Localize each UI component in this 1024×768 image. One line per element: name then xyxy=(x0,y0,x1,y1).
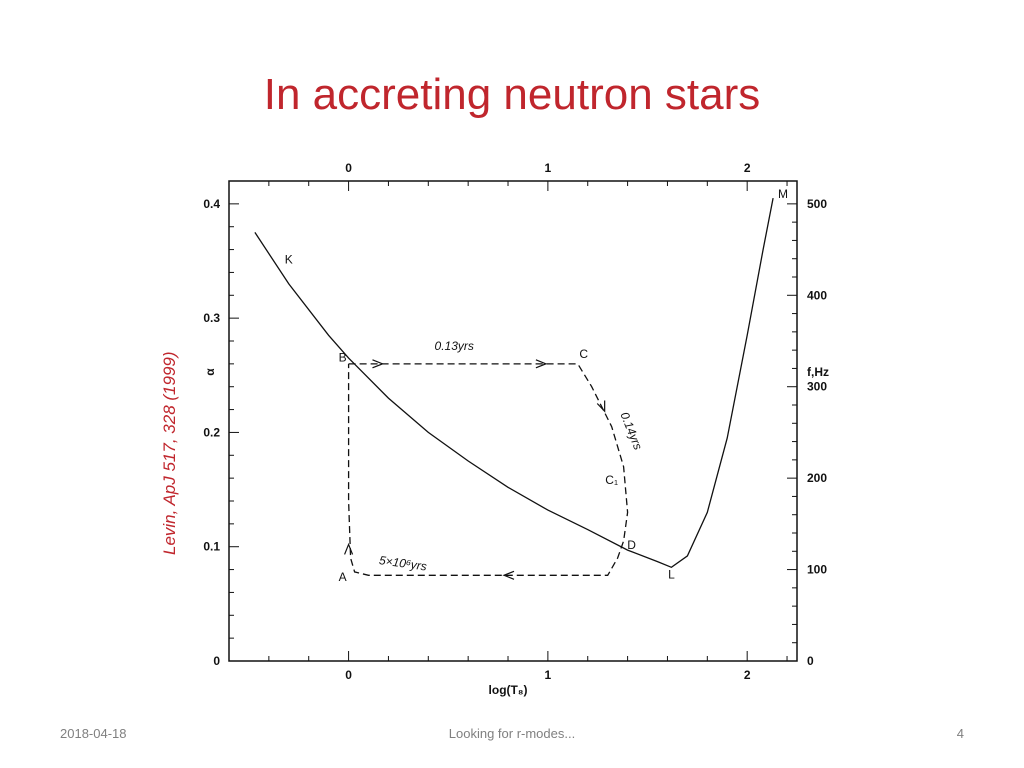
y-tick-label-left: 0.4 xyxy=(203,197,220,211)
point-labels: K B C C₁ D L A M xyxy=(285,187,788,584)
page-number: 4 xyxy=(956,726,964,741)
x-axis-label: log(T₈) xyxy=(489,683,528,697)
duration-annotation: 0.14yrs xyxy=(617,410,645,452)
point-label: C₁ xyxy=(605,473,618,487)
point-label: D xyxy=(627,538,636,552)
evolution-path-dashed xyxy=(347,363,629,576)
duration-annotation: 5×10⁶yrs xyxy=(378,553,427,574)
y-tick-label-right: 400 xyxy=(807,288,827,302)
y-axis-label-right: f,Hz xyxy=(807,365,829,379)
point-label: K xyxy=(285,252,293,266)
y-tick-label-right: 500 xyxy=(807,197,827,211)
footer-title: Looking for r-modes... xyxy=(448,726,576,741)
y-axis-label-left: α xyxy=(203,368,217,376)
critical-curve-solid xyxy=(254,197,774,569)
slide-title: In accreting neutron stars xyxy=(263,70,761,119)
point-label: C xyxy=(579,347,588,361)
x-tick-label-top: 2 xyxy=(744,161,751,175)
point-label: M xyxy=(778,187,788,201)
plot-frame xyxy=(228,180,798,662)
path-direction-arrow xyxy=(535,359,548,369)
footer-date: 2018-04-18 xyxy=(60,726,127,741)
point-label: B xyxy=(339,351,347,365)
x-tick-label-bottom: 2 xyxy=(744,668,751,682)
path-direction-arrow xyxy=(372,359,385,369)
data-series xyxy=(254,197,774,580)
y-tick-label-right: 300 xyxy=(807,380,827,394)
y-tick-label-left: 0.2 xyxy=(203,425,220,439)
y-tick-label-right: 200 xyxy=(807,471,827,485)
y-tick-label-right: 100 xyxy=(807,563,827,577)
x-tick-label-bottom: 0 xyxy=(345,668,352,682)
axis-tick-labels: 0 1 2 0 1 2 0 0.1 0.2 0.3 0.4 0 100 200 300 400 500 xyxy=(203,161,827,682)
y-tick-label-left: 0 xyxy=(213,654,220,668)
x-tick-label-top: 1 xyxy=(545,161,552,175)
point-label: A xyxy=(339,570,347,584)
point-label: L xyxy=(668,568,675,582)
path-direction-arrow xyxy=(502,570,515,580)
y-tick-label-left: 0.3 xyxy=(203,311,220,325)
path-direction-arrow xyxy=(596,400,606,413)
x-tick-label-bottom: 1 xyxy=(545,668,552,682)
y-tick-label-right: 0 xyxy=(807,654,814,668)
duration-annotation: 0.13yrs xyxy=(435,339,474,353)
citation-text: Levin, ApJ 517, 328 (1999) xyxy=(160,351,179,555)
path-direction-arrow xyxy=(344,542,354,555)
x-tick-label-top: 0 xyxy=(345,161,352,175)
axis-ticks xyxy=(229,181,797,662)
y-tick-label-left: 0.1 xyxy=(203,540,220,554)
